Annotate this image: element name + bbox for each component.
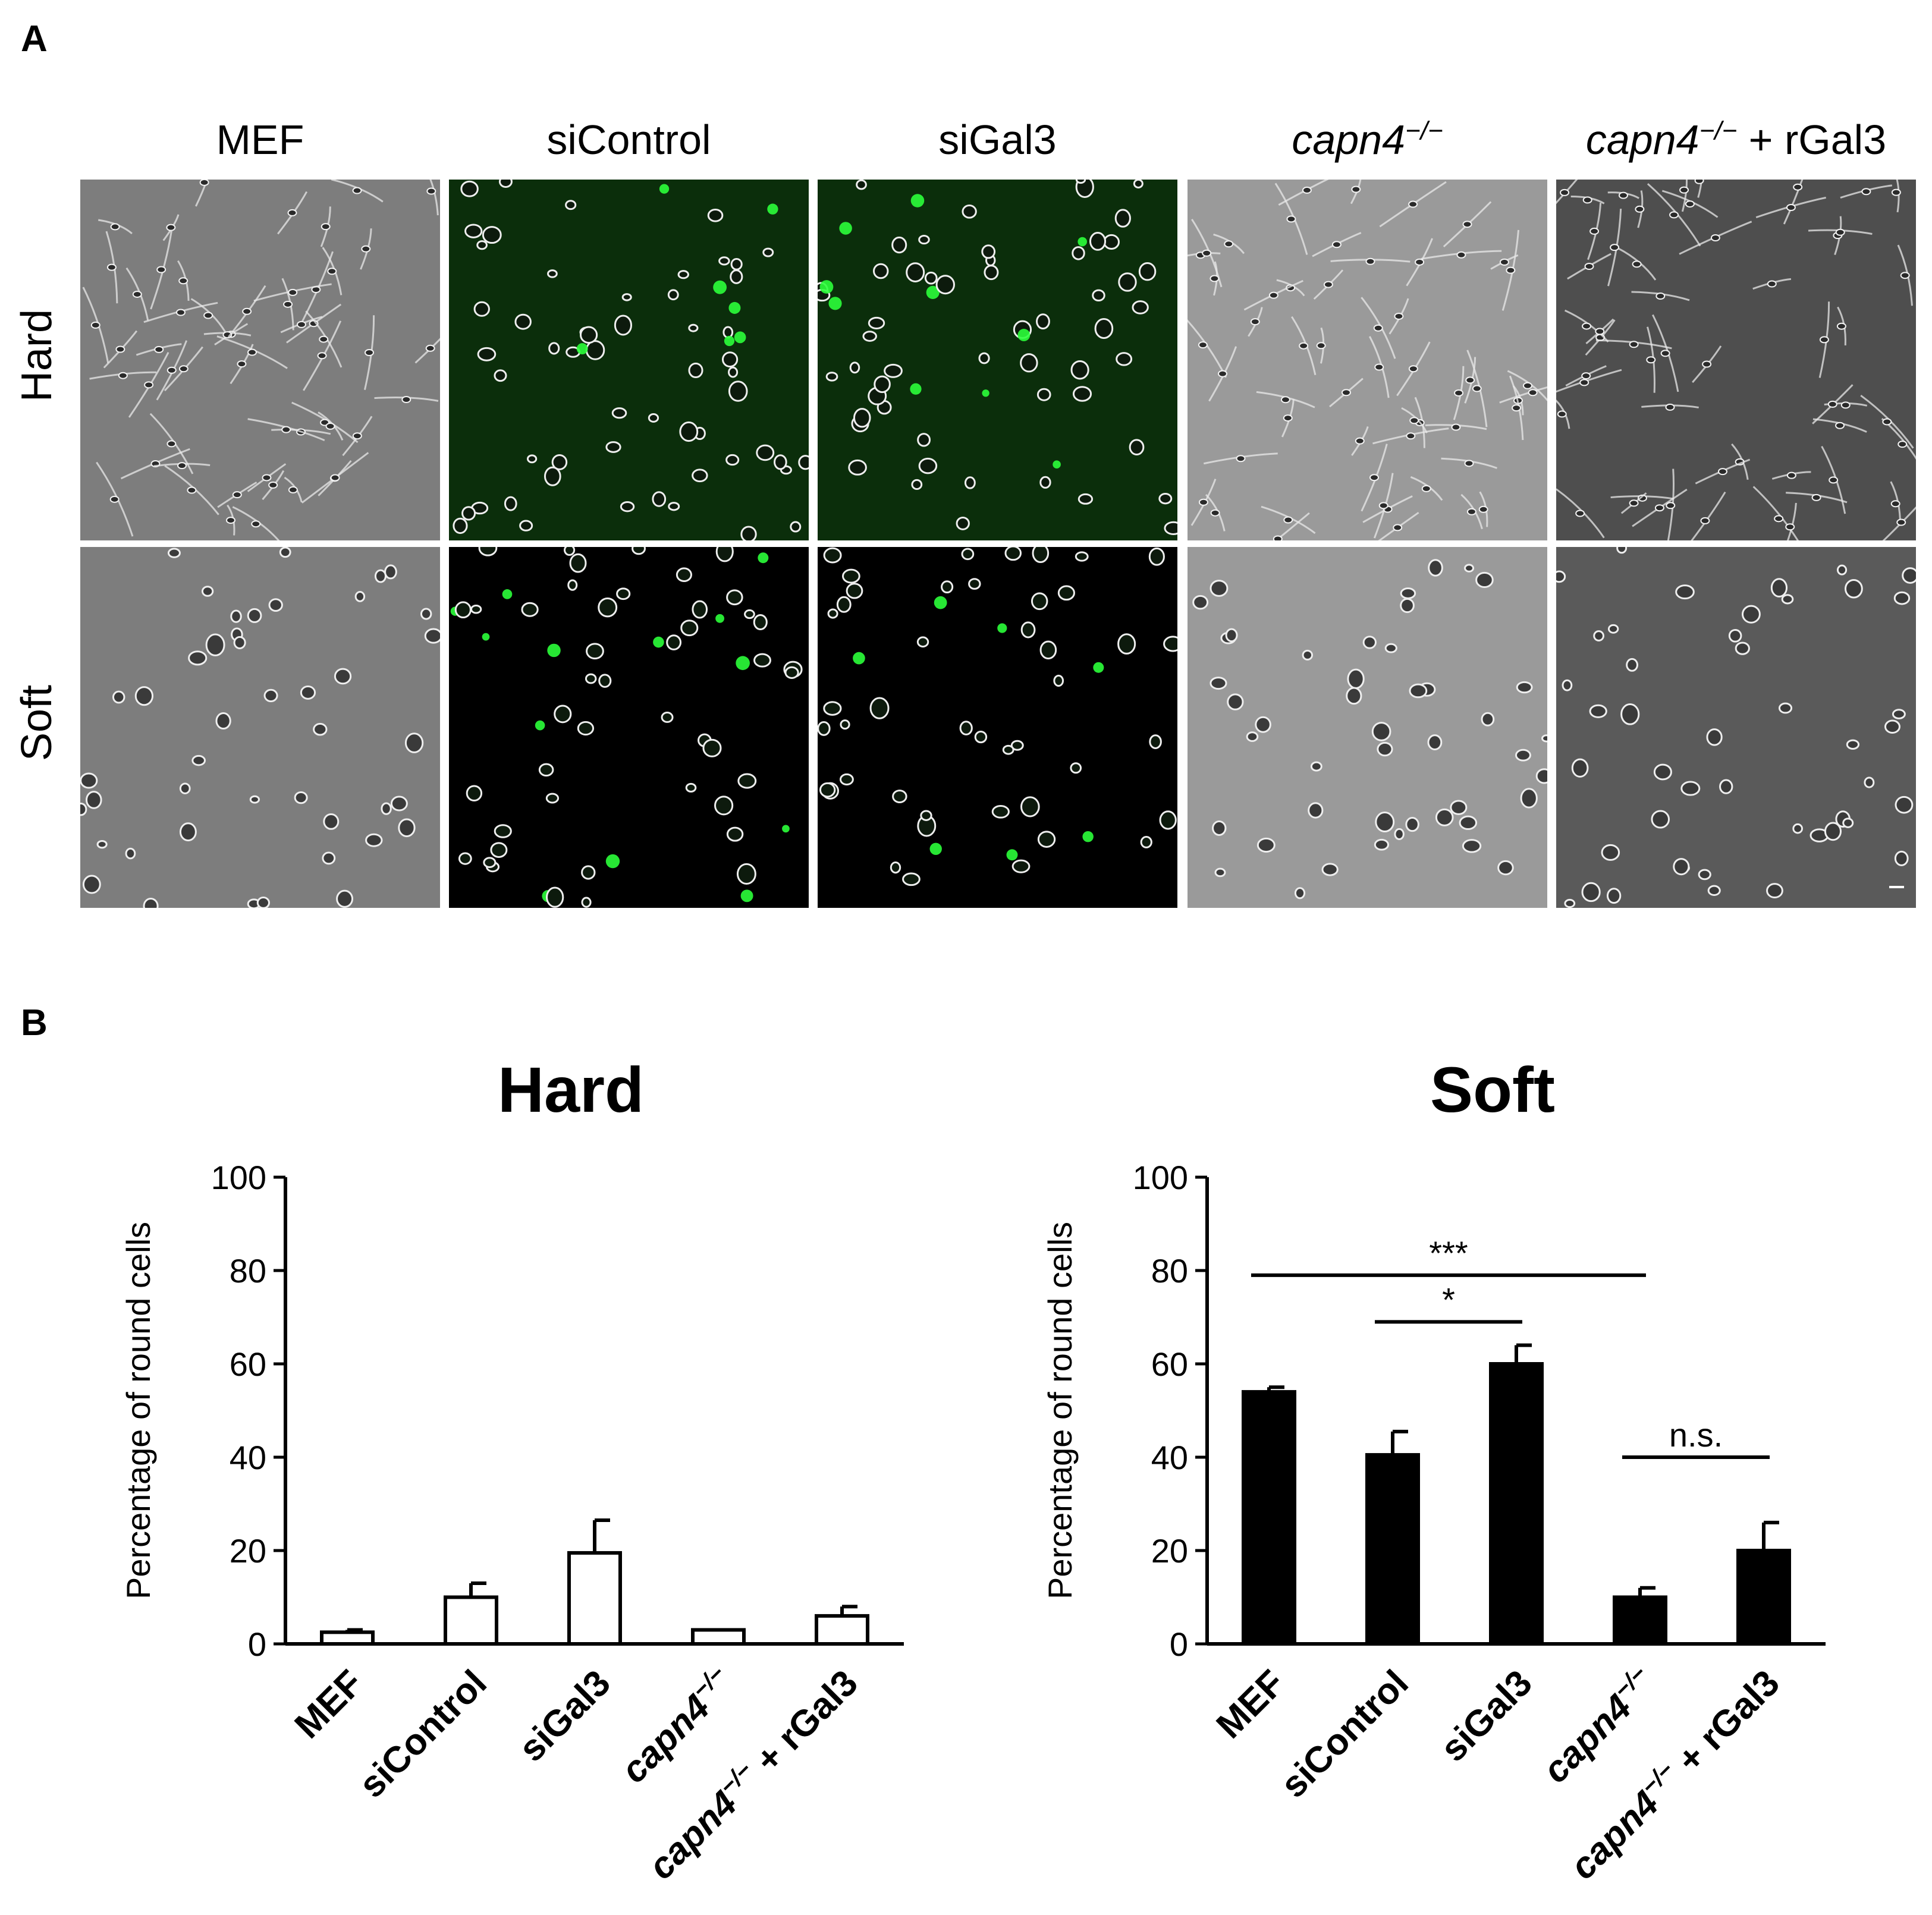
bar-2 (1489, 1362, 1544, 1646)
column-label-1: siControl (448, 116, 811, 163)
panel-a-letter: A (21, 18, 48, 59)
y-axis-label: Percentage of round cells (120, 1222, 157, 1599)
bar-0 (320, 1630, 375, 1646)
x-tick-label-text: siControl (351, 1662, 495, 1806)
x-tick-label-1: siControl (1273, 1662, 1416, 1806)
x-tick-label-4: capn4−/− + rGal3 (1561, 1661, 1788, 1887)
bar-2 (567, 1551, 622, 1646)
x-tick-label-gene: capn4 (613, 1687, 718, 1791)
bar-3 (691, 1628, 746, 1646)
x-tick-label-text: MEF (1209, 1662, 1293, 1746)
column-label-3: capn4−/− (1186, 116, 1549, 163)
significance-label-2: n.s. (1669, 1416, 1723, 1454)
y-tick-label: 60 (230, 1345, 266, 1383)
bar-3 (1613, 1595, 1667, 1646)
bar-0 (1242, 1390, 1296, 1646)
bar-1 (444, 1595, 498, 1646)
column-label-gene: capn4 (1585, 117, 1699, 163)
column-label-2: siGal3 (816, 116, 1179, 163)
x-tick-label-0: MEF (287, 1662, 371, 1746)
x-tick-label-gene: capn4 (1562, 1783, 1667, 1888)
x-tick-label-text: siControl (1273, 1662, 1416, 1806)
micrograph-soft-3 (1188, 547, 1547, 908)
x-tick-label-3: capn4−/− (612, 1661, 742, 1791)
significance-label-1: * (1442, 1281, 1455, 1318)
y-tick-label: 0 (1170, 1625, 1188, 1663)
column-label-text: siGal3 (938, 117, 1057, 163)
x-tick-label-text: MEF (287, 1662, 371, 1746)
y-tick-label: 20 (1151, 1532, 1188, 1570)
x-tick-label-gene: capn4 (640, 1783, 745, 1888)
hard-chart-svg: Hard Percentage of round cells 0 20 40 60 80 10… (120, 1054, 904, 1888)
significance-label-0: *** (1429, 1234, 1468, 1272)
y-tick-label: 100 (1133, 1159, 1188, 1196)
bar-1 (1365, 1453, 1420, 1646)
x-tick-label-2: siGal3 (511, 1662, 618, 1769)
soft-chart: Soft Percentage of round cells 0 20 40 60 80 10… (1029, 1011, 1861, 1914)
bar-4 (1736, 1549, 1791, 1646)
y-tick-label: 40 (1151, 1439, 1188, 1476)
x-tick-label-gene: capn4 (1535, 1687, 1639, 1791)
column-label-text: siControl (546, 117, 711, 163)
x-tick-label-3: capn4−/− (1534, 1661, 1664, 1791)
panel-b-letter: B (21, 1002, 48, 1043)
y-tick-label: 80 (1151, 1252, 1188, 1290)
micrograph-soft-4 (1556, 547, 1916, 908)
column-label-gene: capn4 (1292, 117, 1406, 163)
y-tick-label: 20 (230, 1532, 266, 1570)
micrograph-hard-3 (1188, 180, 1547, 540)
micrograph-soft-0 (80, 547, 440, 908)
bar-4 (815, 1614, 869, 1646)
x-tick-label-2: siGal3 (1432, 1662, 1540, 1769)
y-axis-label: Percentage of round cells (1041, 1222, 1079, 1599)
x-tick-label-4: capn4−/− + rGal3 (639, 1661, 866, 1887)
micrograph-hard-1 (449, 180, 809, 540)
y-tick-label: 0 (248, 1625, 266, 1663)
x-tick-label-text: siGal3 (511, 1662, 618, 1769)
soft-chart-svg: Soft Percentage of round cells 0 20 40 60 80 10… (1041, 1054, 1826, 1888)
column-label-genotype: −/− (1699, 116, 1738, 146)
x-tick-label-1: siControl (351, 1662, 495, 1806)
micrograph-hard-0 (80, 180, 440, 540)
micrograph-soft-1 (449, 547, 809, 908)
column-label-text: MEF (216, 117, 304, 163)
column-label-suffix: + rGal3 (1737, 117, 1887, 163)
micrograph-soft-2 (818, 547, 1177, 908)
y-tick-label: 40 (230, 1439, 266, 1476)
y-tick-label: 100 (211, 1159, 266, 1196)
chart-title: Hard (498, 1054, 644, 1125)
x-tick-label-0: MEF (1209, 1662, 1293, 1746)
y-tick-label: 80 (230, 1252, 266, 1290)
column-label-genotype: −/− (1405, 116, 1443, 146)
y-tick-label: 60 (1151, 1345, 1188, 1383)
column-label-4: capn4−/− + rGal3 (1555, 116, 1918, 163)
chart-title: Soft (1430, 1054, 1555, 1125)
micrograph-hard-4 (1556, 180, 1916, 540)
row-label-soft: Soft (13, 684, 61, 762)
row-label-hard: Hard (13, 309, 61, 403)
x-tick-label-suffix: + rGal3 (1662, 1662, 1788, 1788)
micrograph-hard-2 (818, 180, 1177, 540)
x-tick-label-text: siGal3 (1432, 1662, 1540, 1769)
hard-chart: Hard Percentage of round cells 0 20 40 60 80 10… (107, 1011, 940, 1914)
column-label-0: MEF (79, 116, 442, 163)
x-tick-label-suffix: + rGal3 (740, 1662, 866, 1788)
